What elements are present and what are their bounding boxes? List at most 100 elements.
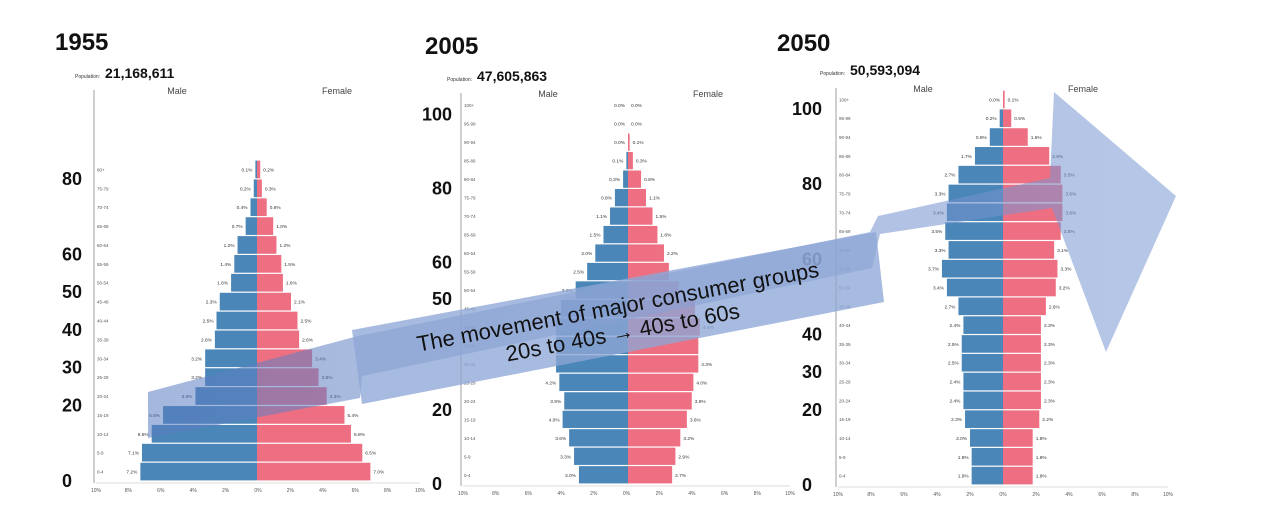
male-bar: [253, 179, 257, 198]
age-group-label: 40-44: [97, 319, 109, 324]
age-group-label: 80-84: [839, 173, 851, 178]
age-group-label: 100+: [464, 103, 475, 108]
female-bar: [257, 179, 262, 198]
age-group-label: 35-39: [839, 342, 851, 347]
male-value-label: 2.5%: [948, 361, 960, 367]
female-value-label: 2.5%: [301, 319, 313, 325]
male-bar: [963, 391, 1003, 410]
male-value-label: 3.0%: [565, 473, 577, 479]
age-group-label: 20-24: [97, 394, 109, 399]
age-group-label: 60-64: [464, 251, 476, 256]
x-tick-label: 4%: [319, 488, 327, 494]
male-value-label: 1.6%: [217, 281, 229, 287]
female-bar: [257, 462, 371, 481]
female-value-label: 4.3%: [701, 362, 713, 368]
big-age-tick: 20: [62, 395, 82, 415]
female-bar: [1003, 353, 1041, 372]
big-age-tick: 80: [802, 174, 822, 194]
male-value-label: 0.0%: [989, 97, 1001, 103]
male-bar: [965, 410, 1003, 428]
female-bar: [1003, 335, 1041, 353]
age-group-label: 15-19: [97, 413, 109, 418]
male-bar: [587, 262, 628, 281]
population-value: 47,605,863: [477, 68, 547, 84]
male-bar: [958, 165, 1003, 184]
male-label: Male: [913, 84, 933, 94]
male-bar: [574, 447, 628, 465]
male-bar: [219, 292, 257, 311]
x-tick-label: 0%: [623, 491, 631, 497]
female-bar: [257, 443, 363, 462]
female-value-label: 0.0%: [631, 103, 643, 109]
male-value-label: 0.0%: [614, 103, 626, 109]
male-value-label: 4.2%: [545, 380, 557, 386]
age-group-label: 60-64: [97, 243, 109, 248]
age-group-label: 95-99: [464, 122, 476, 127]
male-bar: [941, 259, 1003, 278]
big-age-tick: 20: [432, 400, 452, 420]
female-bar: [1003, 90, 1005, 109]
male-label: Male: [167, 86, 187, 96]
female-value-label: 1.0%: [276, 224, 288, 230]
male-value-label: 1.7%: [961, 154, 973, 160]
male-bar: [214, 330, 257, 349]
female-value-label: 0.2%: [263, 167, 275, 173]
male-value-label: 1.2%: [224, 243, 236, 249]
x-tick-label: 8%: [125, 488, 133, 494]
x-tick-label: 10%: [1163, 492, 1174, 498]
female-value-label: 0.8%: [644, 177, 656, 183]
x-tick-label: 8%: [754, 491, 762, 497]
big-age-tick: 60: [432, 252, 452, 272]
male-bar: [961, 353, 1003, 372]
male-bar: [971, 466, 1003, 485]
age-group-label: 70-74: [97, 205, 109, 210]
male-bar: [971, 447, 1003, 466]
female-value-label: 0.3%: [265, 186, 277, 192]
x-tick-label: 2%: [590, 491, 598, 497]
age-group-label: 70-74: [464, 214, 476, 219]
female-bar: [628, 373, 694, 392]
male-bar: [562, 410, 628, 428]
male-value-label: 1.4%: [220, 262, 232, 268]
x-tick-label: 6%: [1098, 492, 1106, 498]
x-tick-label: 0%: [999, 492, 1007, 498]
female-value-label: 1.2%: [279, 243, 291, 249]
female-bar: [628, 466, 673, 484]
female-bar: [628, 429, 681, 447]
male-value-label: 0.0%: [614, 122, 626, 128]
big-age-tick: 0: [62, 471, 72, 491]
age-group-label: 85-89: [839, 154, 851, 159]
x-tick-label: 2%: [966, 492, 974, 498]
male-bar: [961, 335, 1003, 353]
big-age-tick: 100: [422, 104, 452, 124]
x-tick-label: 10%: [91, 488, 102, 494]
female-value-label: 0.3%: [636, 159, 648, 165]
banner-box: [352, 232, 884, 404]
female-value-label: 1.5%: [1031, 135, 1043, 141]
x-tick-label: 6%: [900, 492, 908, 498]
big-age-tick: 0: [802, 475, 812, 495]
male-value-label: 6.5%: [138, 432, 150, 438]
female-bar: [1003, 391, 1041, 410]
chart-title: 1955: [55, 29, 108, 56]
female-bar: [257, 198, 267, 217]
chart-title: 2005: [425, 33, 478, 60]
male-value-label: 2.6%: [201, 337, 213, 343]
female-value-label: 1.5%: [284, 262, 296, 268]
big-age-tick: 100: [792, 99, 822, 119]
pyramid-1955: 1955 Population: 21,168,611 Male Female 0-4 7.…: [55, 29, 426, 494]
age-group-label: 0-4: [839, 474, 846, 479]
age-group-label: 70-74: [839, 210, 851, 215]
x-tick-label: 2%: [1032, 492, 1040, 498]
age-group-label: 65-69: [97, 224, 109, 229]
female-bar: [628, 355, 699, 373]
male-bar: [963, 316, 1003, 334]
age-group-label: 75-79: [464, 196, 476, 201]
male-bar: [595, 244, 628, 262]
female-bar: [257, 311, 298, 330]
male-value-label: 0.8%: [976, 135, 988, 141]
x-tick-label: 10%: [785, 491, 796, 497]
female-value-label: 2.9%: [678, 454, 690, 460]
male-value-label: 2.4%: [949, 398, 961, 404]
female-bar: [257, 424, 351, 443]
